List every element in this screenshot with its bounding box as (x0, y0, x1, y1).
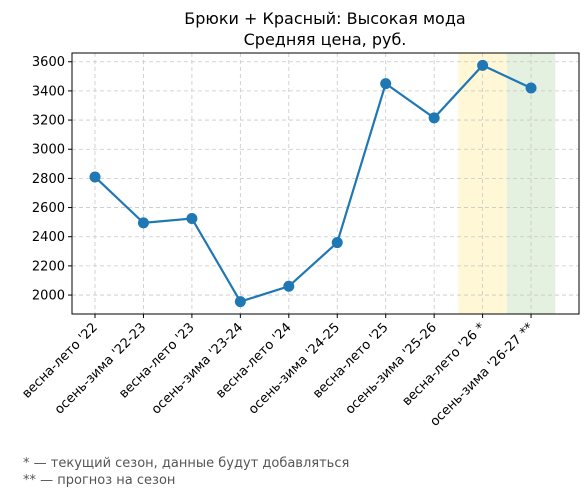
grid (72, 53, 579, 314)
y-tick-label: 2200 (32, 259, 65, 274)
data-point (186, 212, 198, 224)
data-point (283, 280, 295, 292)
x-tick-label: осень-зима '24-25 (246, 320, 343, 417)
series (89, 59, 537, 308)
x-tick-label: осень-зима '22-23 (52, 320, 149, 417)
y-tick-label: 3000 (32, 143, 65, 158)
y-tick-label: 2000 (32, 289, 65, 304)
data-point (89, 171, 101, 183)
chart-title: Брюки + Красный: Высокая мода (184, 9, 465, 28)
footnote-forecast: ** — прогноз на сезон (23, 473, 176, 488)
y-tick-label: 3400 (32, 84, 65, 99)
chart-subtitle: Средняя цена, руб. (244, 30, 407, 49)
data-point (380, 78, 392, 90)
data-point (428, 112, 440, 124)
highlight-band-1 (458, 53, 507, 314)
data-point (477, 59, 489, 71)
data-point (331, 237, 343, 249)
y-tick-label: 2400 (32, 230, 65, 245)
data-point (137, 217, 149, 229)
plot-frame (71, 52, 580, 315)
season-highlights (458, 53, 556, 314)
x-tick-label: весна-лето '26 * (400, 320, 489, 409)
y-tick-label: 2600 (32, 201, 65, 216)
y-tick-label: 2800 (32, 172, 65, 187)
x-tick-label: осень-зима '23-24 (149, 320, 246, 417)
x-tick-label: осень-зима '25-26 (343, 320, 440, 417)
data-point (234, 296, 246, 308)
footnote-current-season: * — текущий сезон, данные будут добавлят… (23, 456, 350, 471)
data-point (525, 82, 537, 94)
y-tick-label: 3600 (32, 55, 65, 70)
y-tick-label: 3200 (32, 114, 65, 129)
series-line (94, 64, 532, 303)
